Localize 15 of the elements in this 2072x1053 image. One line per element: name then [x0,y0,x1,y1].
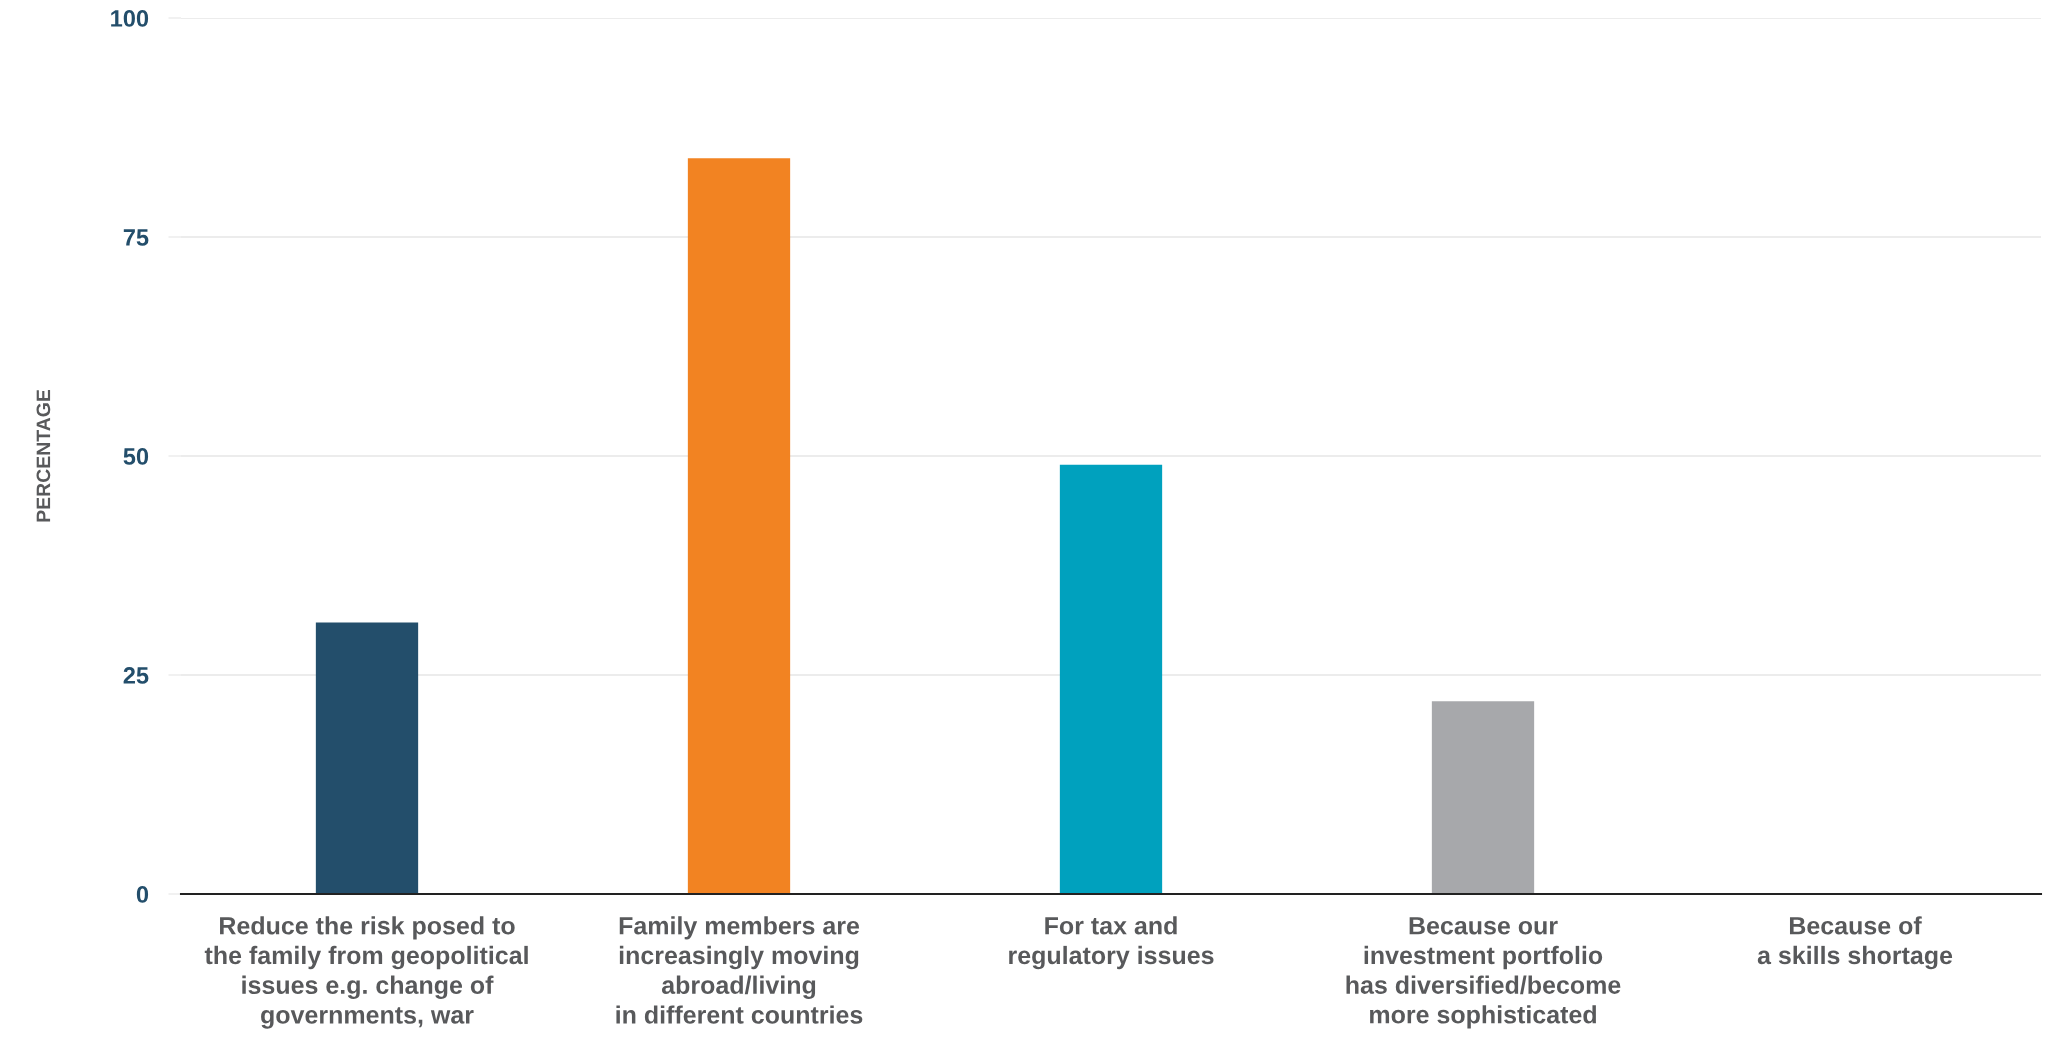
bar [315,622,419,894]
x-tick-label: Because our investment portfolio has diversified/become more sophisticated [1346,917,1621,1029]
y-axis-title: PERCENTAGE [36,389,51,522]
y-tick-label: 100 [111,10,149,27]
x-tick-label: Family members are increasingly moving abroad/living in different countries [616,916,863,1024]
bar [1431,701,1535,894]
bar [687,158,791,894]
y-tick-label: 25 [123,667,149,684]
y-tick-label: 0 [136,886,149,903]
bar [1059,464,1163,894]
y-tick-label: 75 [123,229,149,246]
x-tick-label: Reduce the risk posed to the family from geopolitical issues e.g. change of governments, war [204,916,528,1029]
x-tick-label: For tax and regulatory issues [1009,916,1214,970]
y-tick-label: 50 [123,448,149,465]
x-tick-label: Because of a skills shortage [1757,916,1953,970]
